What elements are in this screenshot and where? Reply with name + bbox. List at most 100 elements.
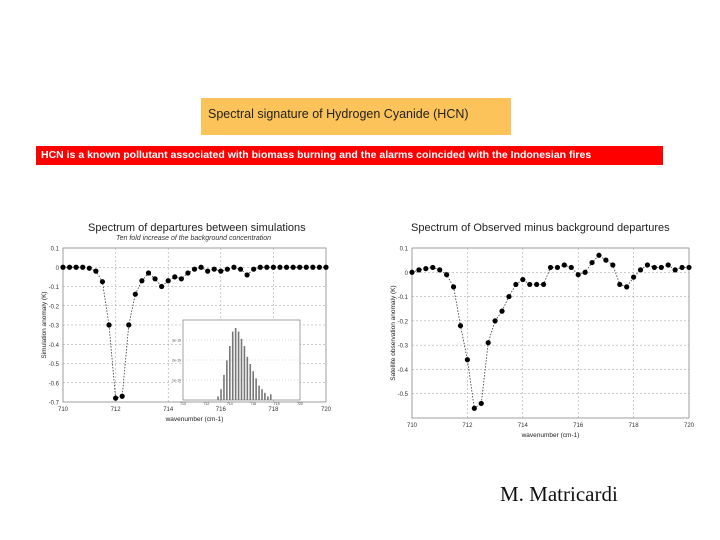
y-tick-label: -0.7 [49, 401, 60, 407]
data-point [277, 264, 283, 270]
data-point [152, 276, 158, 282]
data-point [93, 268, 99, 274]
inset-y-tick-label: 3e-19 [172, 339, 181, 343]
data-point [568, 264, 574, 271]
data-point [457, 323, 464, 329]
y-tick-label: 0 [405, 271, 409, 277]
y-tick-label: -0.5 [398, 392, 409, 398]
data-point [224, 266, 230, 272]
y-tick-label: -0.1 [49, 285, 60, 291]
data-point [485, 340, 491, 346]
x-tick-label: 714 [163, 407, 174, 413]
data-point [106, 322, 112, 328]
x-tick-label: 718 [629, 423, 640, 429]
left-chart-title: Spectrum of departures between simulatio… [88, 222, 306, 234]
x-tick-label: 710 [407, 423, 418, 429]
data-point [686, 264, 692, 271]
data-point [264, 264, 270, 270]
x-tick-label: 710 [58, 407, 69, 413]
data-point [66, 264, 73, 270]
data-point [159, 283, 165, 290]
y-tick-label: -0.2 [398, 319, 409, 325]
inset-x-tick-label: 718 [274, 402, 280, 406]
data-point [665, 262, 671, 268]
data-point [191, 266, 198, 272]
data-point [303, 264, 309, 270]
data-point [310, 264, 316, 270]
data-point [119, 393, 125, 399]
inset-y-tick-label: 1e-19 [172, 379, 181, 383]
data-point [679, 264, 685, 271]
data-point [237, 266, 244, 272]
y-axis-label: Simulation anomaly (K) [41, 291, 48, 358]
data-point [211, 266, 217, 272]
x-tick-label: 718 [268, 407, 279, 413]
data-point [575, 272, 581, 278]
y-tick-label: -0.4 [398, 368, 409, 374]
data-point [478, 400, 484, 407]
data-point [126, 322, 132, 328]
x-tick-label: 712 [111, 407, 122, 413]
x-tick-label: 714 [518, 423, 529, 429]
y-tick-label: -0.1 [398, 295, 409, 301]
data-point [80, 264, 86, 270]
data-point [603, 257, 609, 263]
data-point [610, 262, 616, 268]
y-tick-label: 0 [56, 266, 60, 272]
data-point [499, 308, 505, 314]
inset-x-tick-label: 720 [297, 402, 303, 406]
data-point [416, 267, 422, 273]
data-point [637, 267, 644, 273]
data-point [672, 267, 678, 273]
data-point [316, 264, 323, 270]
data-point [172, 274, 178, 280]
y-tick-label: -0.2 [49, 304, 60, 310]
data-point [218, 268, 224, 274]
data-point [492, 318, 498, 324]
data-point [165, 278, 171, 284]
data-point [506, 293, 512, 300]
data-point [437, 267, 443, 273]
data-point [631, 274, 637, 280]
data-point [60, 264, 66, 270]
x-tick-label: 720 [321, 407, 332, 413]
data-point [198, 264, 204, 270]
data-point [86, 265, 92, 271]
plot-frame [411, 247, 690, 419]
data-point [450, 284, 457, 290]
y-tick-label: -0.6 [49, 381, 60, 387]
hcn-banner: HCN is a known pollutant associated with… [36, 146, 663, 165]
data-point [582, 269, 588, 275]
left-chart-subtitle: Ten fold increase of the background conc… [116, 235, 272, 242]
data-point [513, 281, 519, 288]
data-point [231, 264, 237, 270]
data-point [73, 264, 79, 270]
data-point [534, 281, 540, 288]
data-point [283, 264, 290, 270]
data-point [617, 281, 623, 288]
inset-y-tick-label: 2e-19 [172, 359, 181, 363]
y-tick-label: -0.3 [49, 324, 60, 330]
inset-x-tick-label: 716 [250, 402, 256, 406]
data-point [244, 272, 250, 278]
data-point [547, 264, 554, 271]
data-point [132, 291, 138, 297]
data-point [205, 268, 211, 274]
author-name: M. Matricardi [500, 482, 618, 506]
data-point [471, 405, 477, 411]
data-point [589, 259, 595, 266]
data-point [520, 276, 526, 283]
data-point [444, 272, 450, 278]
data-point [323, 264, 329, 270]
y-tick-label: 0.1 [400, 247, 409, 253]
data-point [527, 281, 533, 288]
data-point [251, 266, 257, 272]
data-point [540, 281, 547, 288]
slide-title: Spectral signature of Hydrogen Cyanide (… [201, 98, 511, 135]
data-point [464, 357, 470, 363]
data-point [430, 264, 436, 271]
data-point [624, 284, 630, 290]
data-point [561, 262, 567, 268]
